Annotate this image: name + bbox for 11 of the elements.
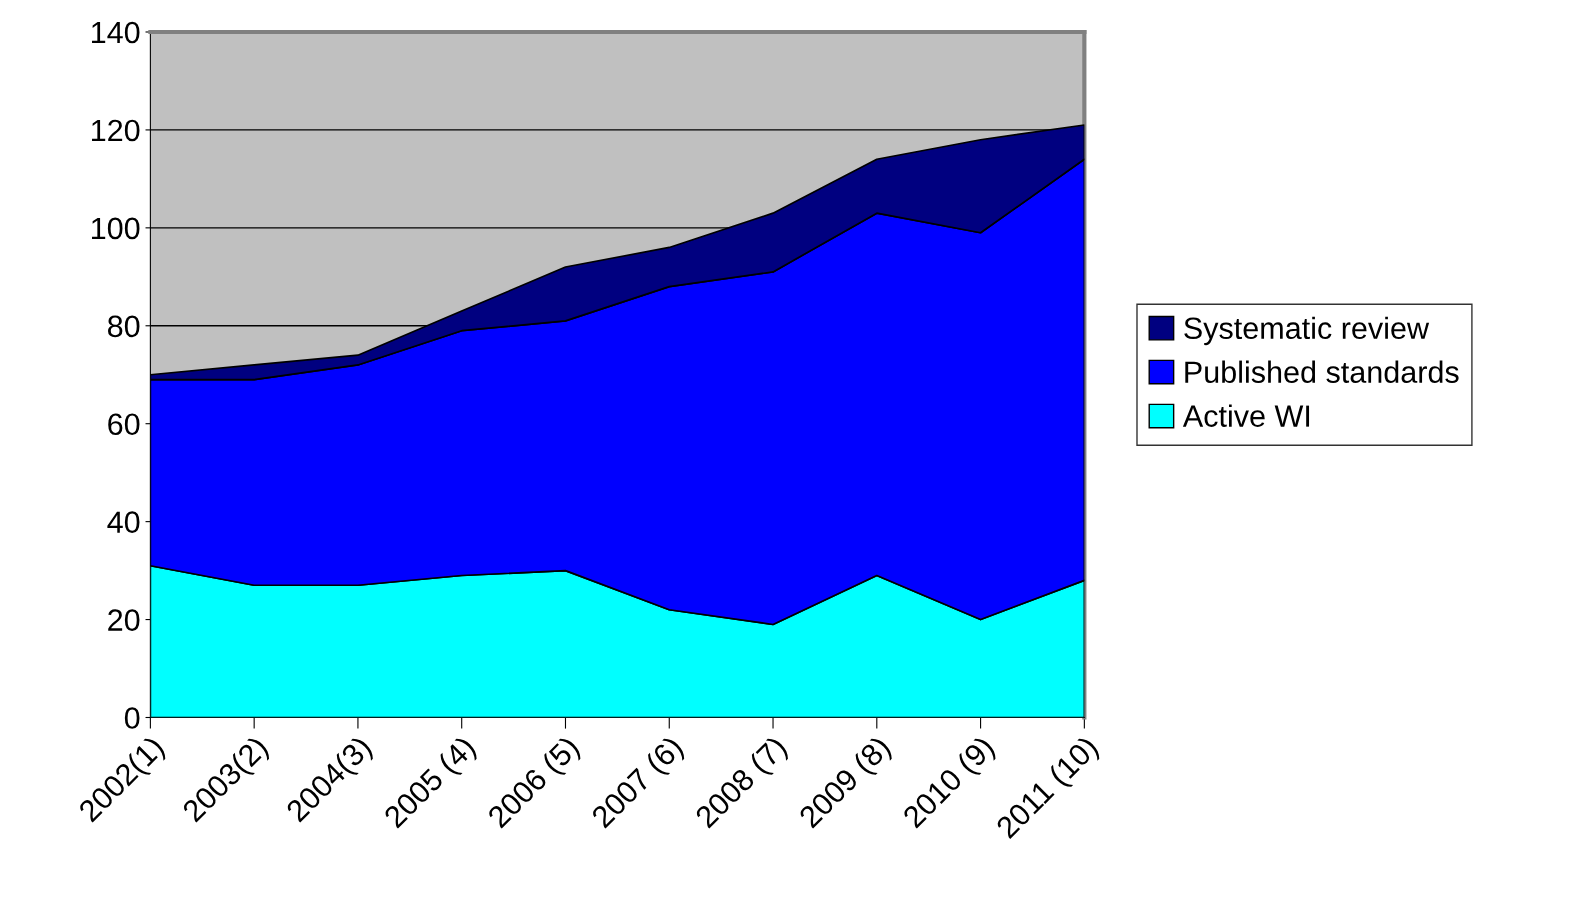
legend-label: Active WI (1182, 404, 1310, 427)
y-tick-label: 120 (92, 119, 140, 142)
y-tick-label: 40 (107, 511, 140, 534)
legend-label: Systematic review (1184, 316, 1430, 346)
y-tick-label: 100 (92, 217, 140, 240)
legend-label: Published standards (1185, 360, 1459, 384)
y-tick-label: 140 (92, 21, 140, 44)
y-tick-label: 20 (108, 609, 140, 631)
y-tick-label: 0 (124, 707, 140, 729)
y-tick-label: 80 (108, 315, 140, 338)
y-tick-label: 60 (108, 413, 140, 436)
